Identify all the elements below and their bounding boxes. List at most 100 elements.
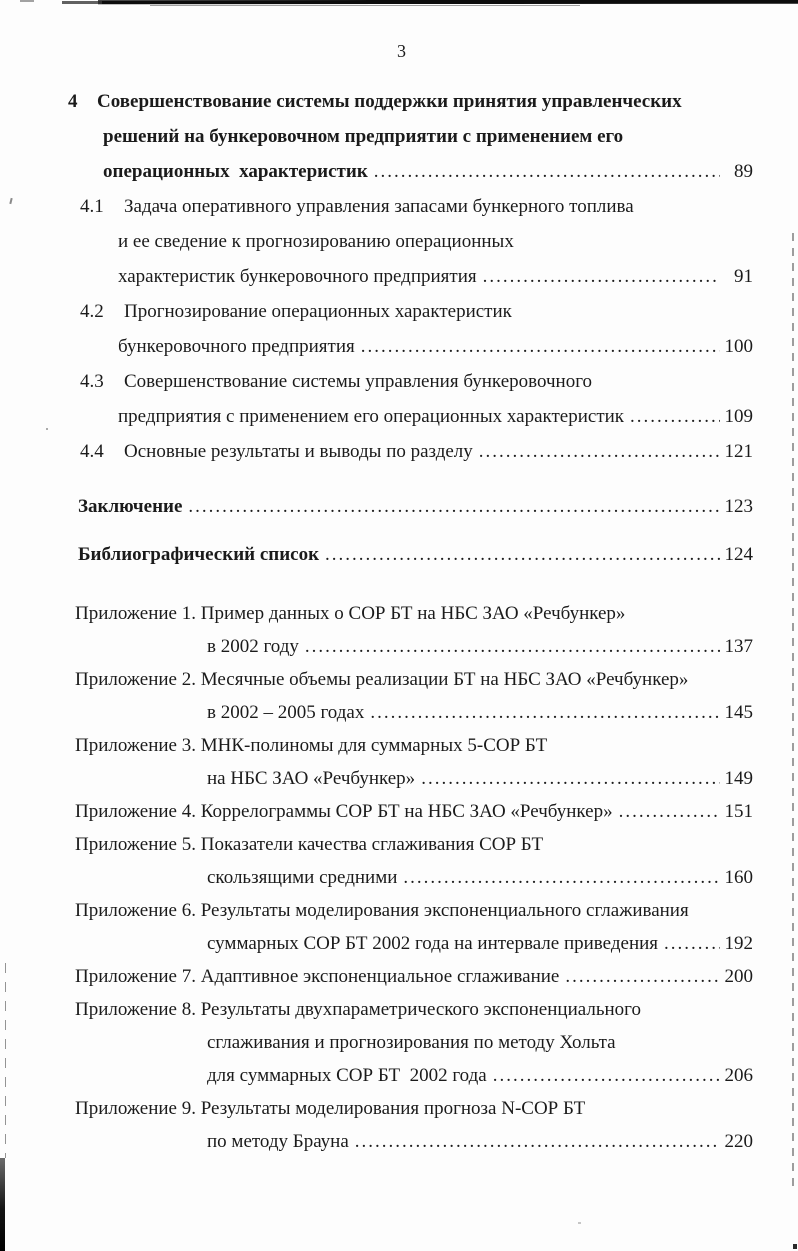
entry-number: 4.3 xyxy=(80,371,104,392)
entry-text: Результаты моделирования экспоненциально… xyxy=(200,900,689,921)
dot-leader xyxy=(370,696,719,729)
scan-artifact-left-edge-bar xyxy=(0,1158,5,1251)
dot-leader xyxy=(421,762,719,795)
entry-text: и ее сведение к прогнозированию операцио… xyxy=(118,231,514,252)
entry-line: на НБС ЗАО «Речбункер» 149 xyxy=(207,762,753,795)
page-ref: 121 xyxy=(724,441,754,462)
dot-leader xyxy=(403,861,719,894)
entry-number: 4.1 xyxy=(80,196,104,217)
appendix-label: Приложение 1. xyxy=(75,603,201,624)
dot-leader xyxy=(355,1125,720,1158)
entry-text: по методу Брауна xyxy=(207,1131,349,1152)
entry-text: решений на бункеровочном предприятии с п… xyxy=(103,126,624,147)
dot-leader xyxy=(630,399,719,434)
page-ref: 137 xyxy=(724,636,754,657)
entry-text: Месячные объемы реализации БТ на НБС ЗАО… xyxy=(200,669,689,690)
entry-text: сглаживания и прогнозирования по методу … xyxy=(207,1032,616,1053)
dot-leader xyxy=(479,434,720,469)
page-ref: 206 xyxy=(724,1065,754,1086)
page-ref: 192 xyxy=(724,933,754,954)
toc-entry: Приложение 3. МНК-полиномы для суммарных… xyxy=(0,729,753,795)
entry-text: бункеровочного предприятия xyxy=(118,336,355,357)
entry-line: Совершенствование системы поддержки прин… xyxy=(97,84,753,119)
page-number: 3 xyxy=(397,41,406,61)
page-ref: 200 xyxy=(724,966,754,987)
toc-entry: Приложение 8. Результаты двухпараметриче… xyxy=(0,993,753,1092)
entry-line: Приложение 4. Коррелограммы СОР БТ на НБ… xyxy=(75,795,753,828)
appendix-label: Приложение 7. xyxy=(75,966,201,987)
dot-leader xyxy=(374,154,720,189)
entry-line: в 2002 году 137 xyxy=(207,630,753,663)
scan-artifact-top-edge-left xyxy=(62,1,102,4)
toc-list: 4 Совершенствование системы поддержки при… xyxy=(0,84,753,1158)
dot-leader xyxy=(493,1059,720,1092)
toc-entry: Приложение 4. Коррелограммы СОР БТ на НБ… xyxy=(0,795,753,828)
entry-text: в 2002 – 2005 годах xyxy=(207,702,365,723)
entry-line: характеристик бункеровочного предприятия… xyxy=(118,259,753,294)
dot-leader xyxy=(361,329,720,364)
entry-line: скользящими средними 160 xyxy=(207,861,753,894)
toc-entry: Приложение 6. Результаты моделирования э… xyxy=(0,894,753,960)
appendix-label: Приложение 4. xyxy=(75,801,201,822)
entry-line: решений на бункеровочном предприятии с п… xyxy=(103,119,753,154)
appendix-label: Приложение 2. xyxy=(75,669,201,690)
entry-line: для суммарных СОР БТ 2002 года 206 xyxy=(207,1059,753,1092)
entry-text: Результаты двухпараметрического экспонен… xyxy=(200,999,641,1020)
entry-number: 4.4 xyxy=(80,441,104,462)
entry-text: скользящими средними xyxy=(207,867,398,888)
toc-entry: Заключение 123 xyxy=(0,489,753,524)
entry-line: Приложение 8. Результаты двухпараметриче… xyxy=(75,993,753,1026)
entry-line: Приложение 3. МНК-полиномы для суммарных… xyxy=(75,729,753,762)
entry-line: Приложение 7. Адаптивное экспоненциально… xyxy=(75,960,753,993)
entry-line: Приложение 1. Пример данных о СОР БТ на … xyxy=(75,597,753,630)
scan-artifact-speck xyxy=(578,1222,581,1224)
appendix-label: Приложение 8. xyxy=(75,999,201,1020)
entry-line: Приложение 9. Результаты моделирования п… xyxy=(75,1092,753,1125)
page-ref: 160 xyxy=(724,867,754,888)
entry-line: операционных характеристик 89 xyxy=(103,154,753,189)
dot-leader xyxy=(325,537,719,572)
entry-line: сглаживания и прогнозирования по методу … xyxy=(207,1026,753,1059)
entry-text: суммарных СОР БТ 2002 года на интервале … xyxy=(207,933,659,954)
entry-text: Совершенствование системы управления бун… xyxy=(124,371,593,392)
entry-text: Результаты моделирования прогноза N-СОР … xyxy=(200,1098,586,1119)
scan-artifact-corner-speck xyxy=(793,1244,797,1249)
appendix-label: Приложение 9. xyxy=(75,1098,201,1119)
appendix-label: Приложение 5. xyxy=(75,834,201,855)
page-ref: 100 xyxy=(724,336,754,357)
entry-text: операционных характеристик xyxy=(103,161,368,182)
toc-entry: Приложение 5. Показатели качества сглажи… xyxy=(0,828,753,894)
entry-text: на НБС ЗАО «Речбункер» xyxy=(207,768,416,789)
entry-text: Пример данных о СОР БТ на НБС ЗАО «Речбу… xyxy=(200,603,626,624)
entry-line: бункеровочного предприятия 100 xyxy=(118,329,753,364)
page-ref: 220 xyxy=(724,1131,754,1152)
entry-line: предприятия с применением его операционн… xyxy=(118,399,753,434)
entry-number: 4.2 xyxy=(80,301,104,322)
entry-text: для суммарных СОР БТ 2002 года xyxy=(207,1065,487,1086)
entry-line: Приложение 5. Показатели качества сглажи… xyxy=(75,828,753,861)
entry-text: Заключение xyxy=(78,496,183,517)
entry-line: Прогнозирование операционных характерист… xyxy=(124,294,753,329)
entry-text: Задача оперативного управления запасами … xyxy=(124,196,634,217)
dot-leader xyxy=(619,795,720,828)
page-ref: 89 xyxy=(734,161,753,182)
scan-artifact-right-edge-line xyxy=(792,233,794,1188)
dot-leader xyxy=(565,960,719,993)
scan-artifact-top-fragment xyxy=(20,0,34,2)
toc-entry: Приложение 9. Результаты моделирования п… xyxy=(0,1092,753,1158)
scan-artifact-left-edge-line xyxy=(5,963,6,1158)
entry-text: Прогнозирование операционных характерист… xyxy=(124,301,512,322)
toc-entry: 4 Совершенствование системы поддержки при… xyxy=(0,84,753,189)
entry-line: и ее сведение к прогнозированию операцио… xyxy=(118,224,753,259)
entry-line: Библиографический список 124 xyxy=(78,537,753,572)
toc-entry: 4.1 Задача оперативного управления запаса… xyxy=(0,189,753,294)
entry-text: в 2002 году xyxy=(207,636,299,657)
dot-leader xyxy=(188,489,719,524)
toc-entry: Приложение 2. Месячные объемы реализации… xyxy=(0,663,753,729)
entry-line: Основные результаты и выводы по разделу 1… xyxy=(124,434,753,469)
entry-line: суммарных СОР БТ 2002 года на интервале … xyxy=(207,927,753,960)
toc-entry: 4.4 Основные результаты и выводы по разде… xyxy=(0,434,753,469)
dot-leader xyxy=(305,630,720,663)
entry-text: Совершенствование системы поддержки прин… xyxy=(97,91,682,112)
